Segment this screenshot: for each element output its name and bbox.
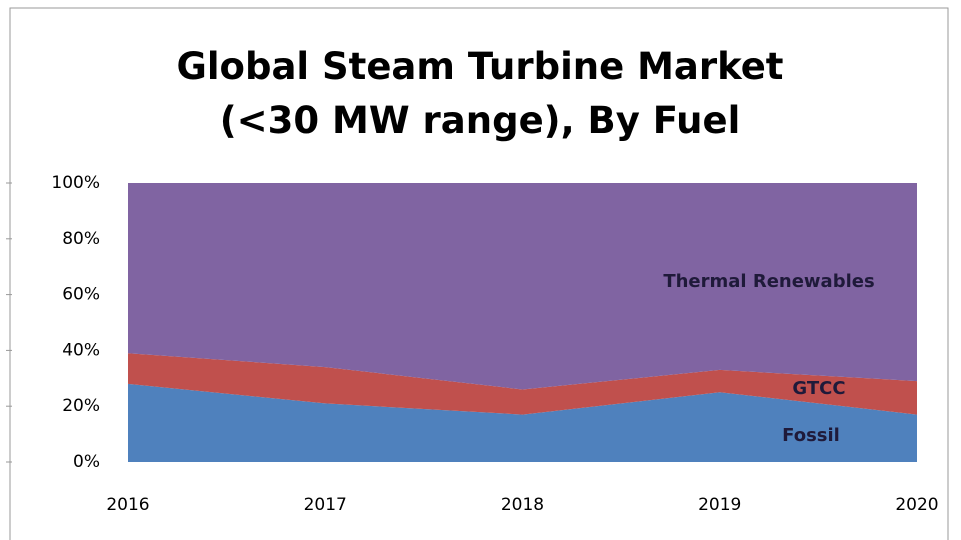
y-tick-label: 0% — [73, 452, 100, 472]
series-label: Fossil — [782, 425, 840, 446]
y-tick-label: 100% — [51, 173, 100, 193]
area — [128, 353, 917, 415]
x-tick-label: 2020 — [895, 495, 938, 515]
chart-frame — [9, 7, 949, 540]
chart-title: Global Steam Turbine Market (<30 MW rang… — [176, 45, 784, 142]
y-tick-label: 40% — [62, 340, 100, 360]
series-label: Thermal Renewables — [663, 271, 874, 292]
y-tick-label: 60% — [62, 285, 100, 305]
series-label: GTCC — [792, 378, 845, 399]
y-tick-label: 20% — [62, 396, 100, 416]
x-tick-label: 2016 — [106, 495, 149, 515]
x-tick-label: 2017 — [304, 495, 347, 515]
y-tick-label: 80% — [62, 229, 100, 249]
x-tick-label: 2019 — [698, 495, 741, 515]
x-tick-label: 2018 — [501, 495, 544, 515]
area — [128, 183, 917, 390]
